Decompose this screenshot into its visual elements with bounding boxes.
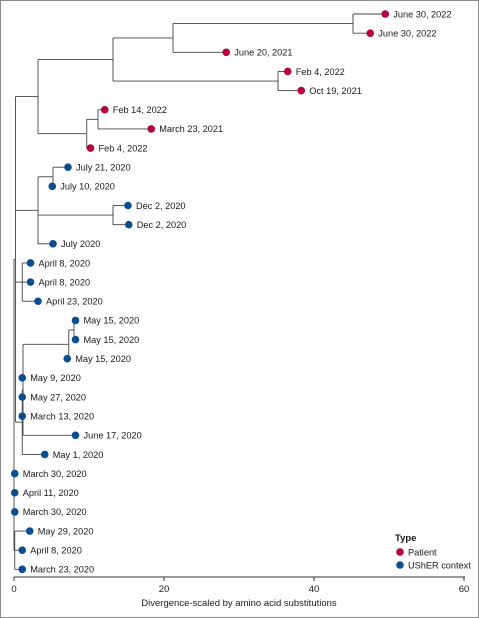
tip-label: Dec 2, 2020 — [137, 220, 187, 230]
legend-swatch-usher — [396, 561, 404, 569]
tip-point-usher — [71, 431, 80, 440]
tip-label: March 30, 2020 — [23, 469, 87, 479]
legend: Type Patient UShER context — [395, 533, 471, 571]
tip-label: May 15, 2020 — [75, 354, 131, 364]
tip-point-usher — [26, 259, 35, 267]
tip-point-usher — [48, 182, 57, 191]
tip-point-usher — [18, 412, 27, 420]
tip-label: Feb 4, 2022 — [99, 143, 148, 153]
tip-point-usher — [124, 220, 133, 229]
tip-point-patient — [297, 86, 306, 95]
tip-point-usher — [124, 201, 132, 210]
tip-label: May 15, 2020 — [84, 316, 140, 326]
tip-point-usher — [71, 316, 80, 325]
tip-label: July 10, 2020 — [60, 182, 115, 192]
tip-point-usher — [18, 546, 27, 554]
tip-point-usher — [64, 163, 72, 171]
tip-point-usher — [63, 354, 72, 363]
legend-label-patient: Patient — [408, 548, 437, 558]
tip-label: June 30, 2022 — [378, 28, 436, 38]
tip-label: June 30, 2022 — [393, 9, 451, 19]
legend-title: Type — [395, 533, 416, 544]
x-axis-title: Divergence-scaled by amino acid substitu… — [141, 598, 337, 609]
tip-point-usher — [18, 374, 27, 382]
tip-label: May 9, 2020 — [30, 373, 81, 383]
tip-point-patient — [222, 48, 231, 57]
tip-label: April 23, 2020 — [46, 297, 103, 307]
x-tick-label: 60 — [459, 584, 470, 595]
tip-label: July 21, 2020 — [76, 163, 131, 173]
tip-label: March 13, 2020 — [30, 411, 94, 421]
tip-label: Oct 19, 2021 — [309, 86, 362, 96]
tip-label: April 8, 2020 — [39, 277, 91, 287]
tip-label: April 8, 2020 — [30, 546, 82, 556]
tip-point-usher — [40, 450, 49, 459]
x-tick-label: 40 — [309, 584, 320, 595]
legend-swatch-patient — [396, 548, 404, 556]
legend-label-usher: UShER context — [408, 561, 471, 571]
x-tick-label: 20 — [159, 584, 170, 595]
tip-point-patient — [381, 10, 390, 18]
tip-point-usher — [26, 278, 35, 286]
tip-point-patient — [86, 144, 95, 152]
x-axis-ticks: 0 20 40 60 — [11, 577, 469, 595]
tip-label: May 29, 2020 — [38, 526, 94, 536]
tip-point-usher — [25, 527, 34, 535]
tip-point-usher — [10, 469, 19, 478]
tip-point-patient — [366, 29, 375, 37]
tip-label: May 15, 2020 — [84, 335, 140, 345]
x-tick-label: 0 — [11, 584, 16, 595]
tip-point-usher — [18, 565, 27, 574]
tip-label: March 30, 2020 — [23, 507, 87, 517]
tip-point-patient — [100, 105, 109, 114]
tip-label: March 23, 2021 — [159, 124, 223, 134]
tip-label: April 11, 2020 — [23, 488, 79, 498]
tip-label: March 23, 2020 — [30, 565, 94, 575]
tip-point-usher — [71, 335, 80, 344]
tree-branches — [13, 13, 386, 570]
tip-point-usher — [34, 297, 42, 306]
tip-label: June 20, 2021 — [234, 48, 292, 58]
tip-point-usher — [18, 393, 27, 401]
tree-tips: June 30, 2022 June 30, 2022 June 20, 2021 F… — [10, 9, 452, 575]
tip-label: Dec 2, 2020 — [136, 201, 186, 211]
tip-label: Feb 14, 2022 — [113, 105, 167, 115]
tip-point-usher — [10, 488, 19, 497]
tip-label: April 8, 2020 — [39, 258, 91, 268]
tip-point-usher — [10, 508, 19, 516]
tip-point-usher — [49, 240, 57, 248]
tip-label: June 17, 2020 — [84, 431, 142, 441]
x-axis: 0 20 40 60 Divergence-scaled by amino acid … — [11, 576, 469, 609]
tip-label: May 27, 2020 — [30, 392, 86, 402]
tip-label: Feb 4, 2022 — [296, 67, 345, 77]
tip-point-patient — [283, 67, 292, 76]
tip-point-patient — [147, 125, 156, 133]
tip-label: May 1, 2020 — [53, 450, 104, 460]
tip-label: July 2020 — [61, 239, 100, 249]
